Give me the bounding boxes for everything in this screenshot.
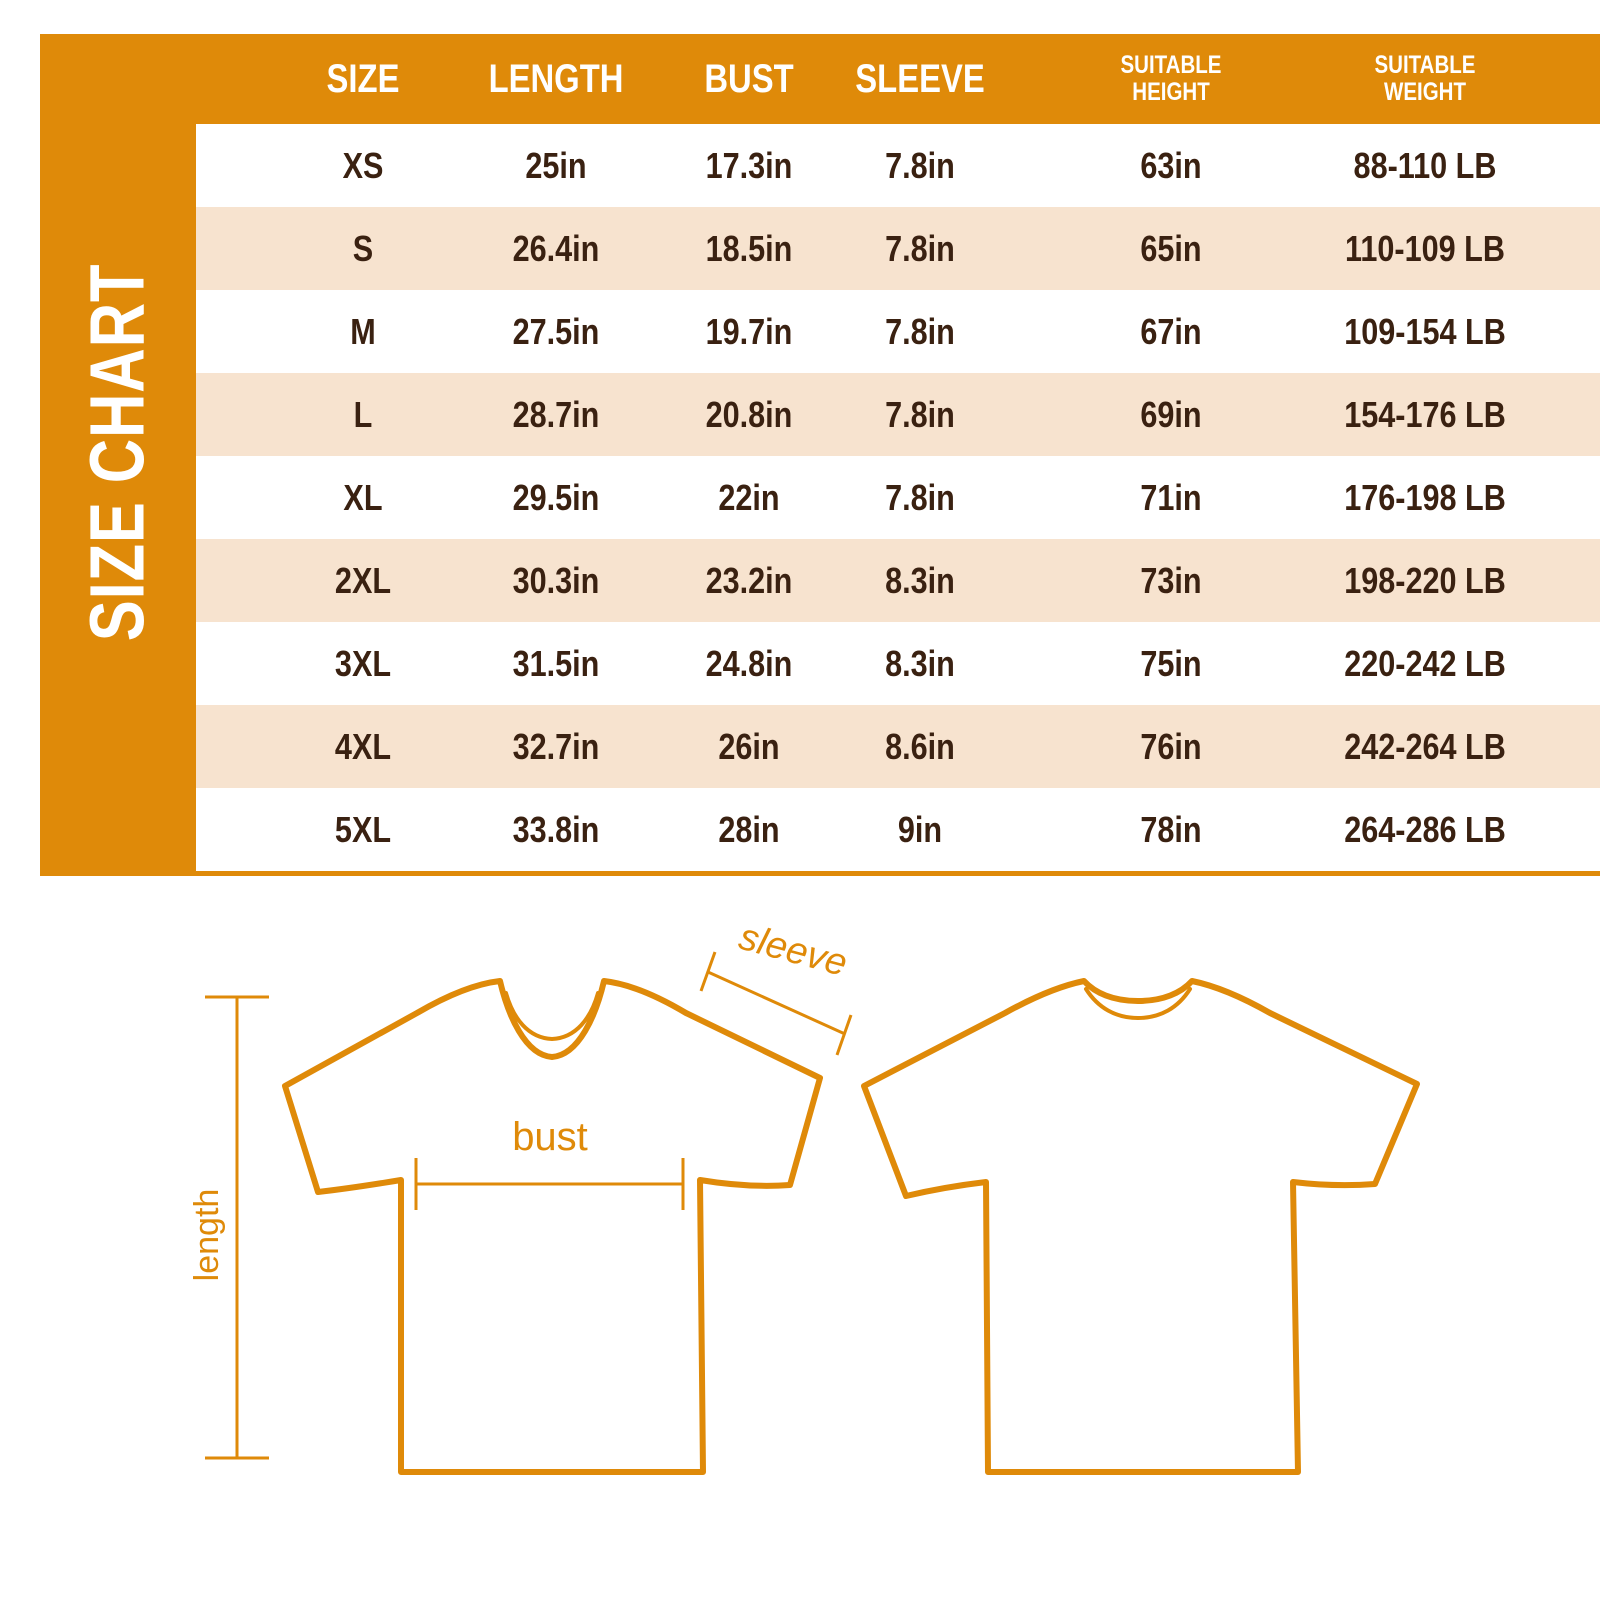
svg-text:bust: bust (512, 1115, 588, 1159)
svg-text:length: length (188, 1189, 226, 1282)
svg-text:sleeve: sleeve (735, 916, 852, 985)
